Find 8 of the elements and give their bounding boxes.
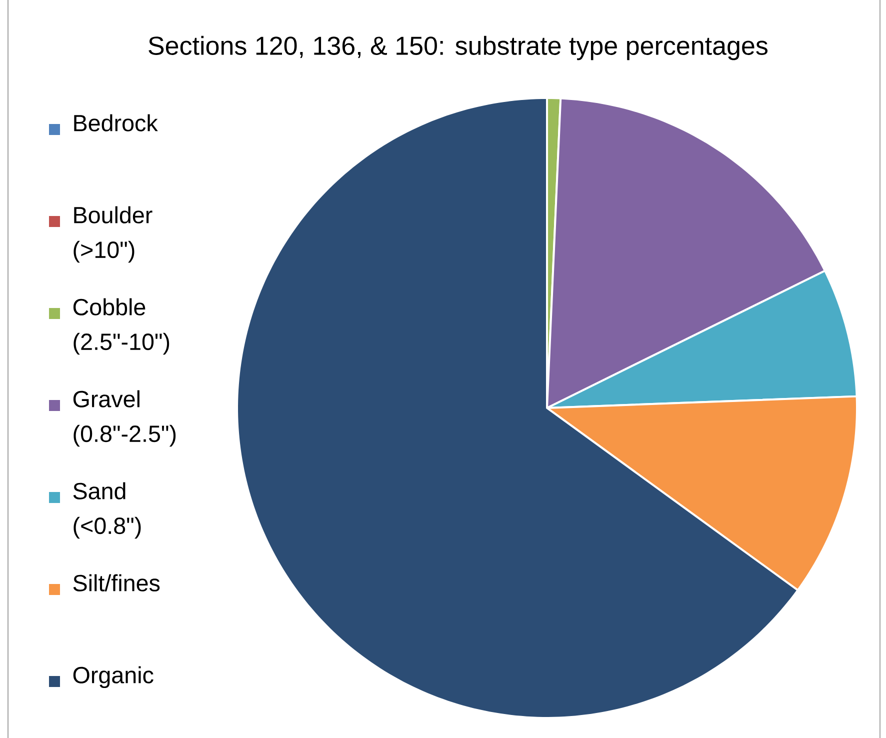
legend-label: Gravel (0.8"-2.5") bbox=[73, 390, 176, 447]
legend-label: Boulder (>10") bbox=[74, 206, 152, 263]
legend-label: Sand (<0.8") bbox=[73, 482, 141, 539]
chart-title: Sections 120, 136, & 150: substrate type percentages bbox=[148, 36, 768, 60]
legend-label: Bedrock bbox=[74, 114, 158, 132]
legend-label: Cobble (2.5"-10") bbox=[73, 298, 170, 355]
legend-label: Organic bbox=[73, 666, 154, 688]
legend-label: Silt/fines bbox=[73, 574, 160, 592]
